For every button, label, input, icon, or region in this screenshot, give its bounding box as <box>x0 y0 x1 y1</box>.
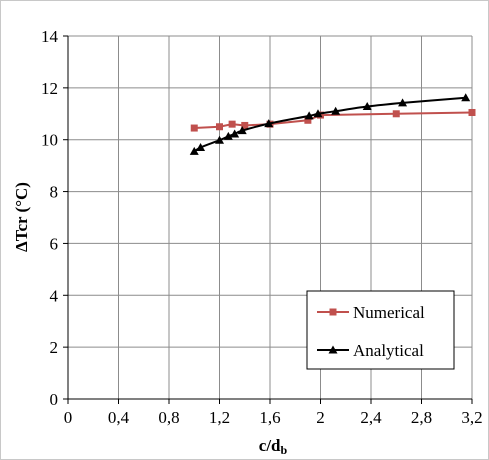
x-tick-label: 3,2 <box>461 408 482 427</box>
x-axis-title-subscript: b <box>281 443 288 457</box>
x-tick-label: 1,2 <box>209 408 230 427</box>
x-tick-label: 2 <box>316 408 325 427</box>
y-tick-label: 12 <box>41 79 58 98</box>
x-tick-label: 0,8 <box>158 408 179 427</box>
analytical-point <box>215 135 224 144</box>
y-tick-label: 10 <box>41 131 58 150</box>
analytical-point <box>230 129 240 138</box>
numerical-point <box>216 123 223 131</box>
numerical-point <box>190 124 198 132</box>
analytical-point <box>223 131 233 140</box>
analytical-point <box>237 126 247 135</box>
x-tick-label: 1,6 <box>259 408 280 427</box>
legend-analytical-label: Analytical <box>353 341 424 360</box>
tick-label-layer: 0 0,4 0,8 1,2 1,6 2 2,4 2,8 3,2 0 2 4 6 8 10 12 14 <box>41 27 483 427</box>
y-tick-label: 14 <box>41 27 59 46</box>
legend-box <box>306 290 455 370</box>
legend-numerical-label: Numerical <box>353 303 425 322</box>
x-axis-title: c/db <box>259 436 288 457</box>
x-tick-label: 0 <box>64 408 73 427</box>
x-axis-title-main: c/d <box>259 436 281 455</box>
y-tick-label: 0 <box>50 390 59 409</box>
numerical-point <box>241 121 249 129</box>
numerical-point <box>228 120 236 128</box>
analytical-point <box>313 109 323 118</box>
y-tick-label: 4 <box>50 286 59 305</box>
x-tick-label: 2,4 <box>360 408 382 427</box>
legend-numerical-marker <box>329 308 337 316</box>
numerical-point <box>304 116 312 124</box>
numerical-point <box>392 110 400 118</box>
x-tick-label: 2,8 <box>411 408 432 427</box>
series-layer <box>189 93 476 155</box>
y-tick-label: 8 <box>50 183 59 202</box>
x-tick-label: 0,4 <box>108 408 130 427</box>
analytical-point <box>189 146 199 155</box>
analytical-point <box>331 106 341 115</box>
analytical-point <box>264 119 274 128</box>
analytical-point <box>461 93 471 102</box>
legend: Numerical Analytical <box>306 290 455 370</box>
y-tick-label: 6 <box>50 234 59 253</box>
numerical-point <box>468 108 476 116</box>
axis-layer <box>63 35 473 404</box>
analytical-point <box>362 102 372 111</box>
analytical-point <box>398 98 408 107</box>
y-tick-label: 2 <box>50 338 59 357</box>
analytical-point <box>196 142 206 151</box>
analytical-point <box>304 111 314 120</box>
legend-analytical-marker <box>328 345 338 354</box>
y-axis-title: ΔTcr (°C) <box>12 182 31 252</box>
